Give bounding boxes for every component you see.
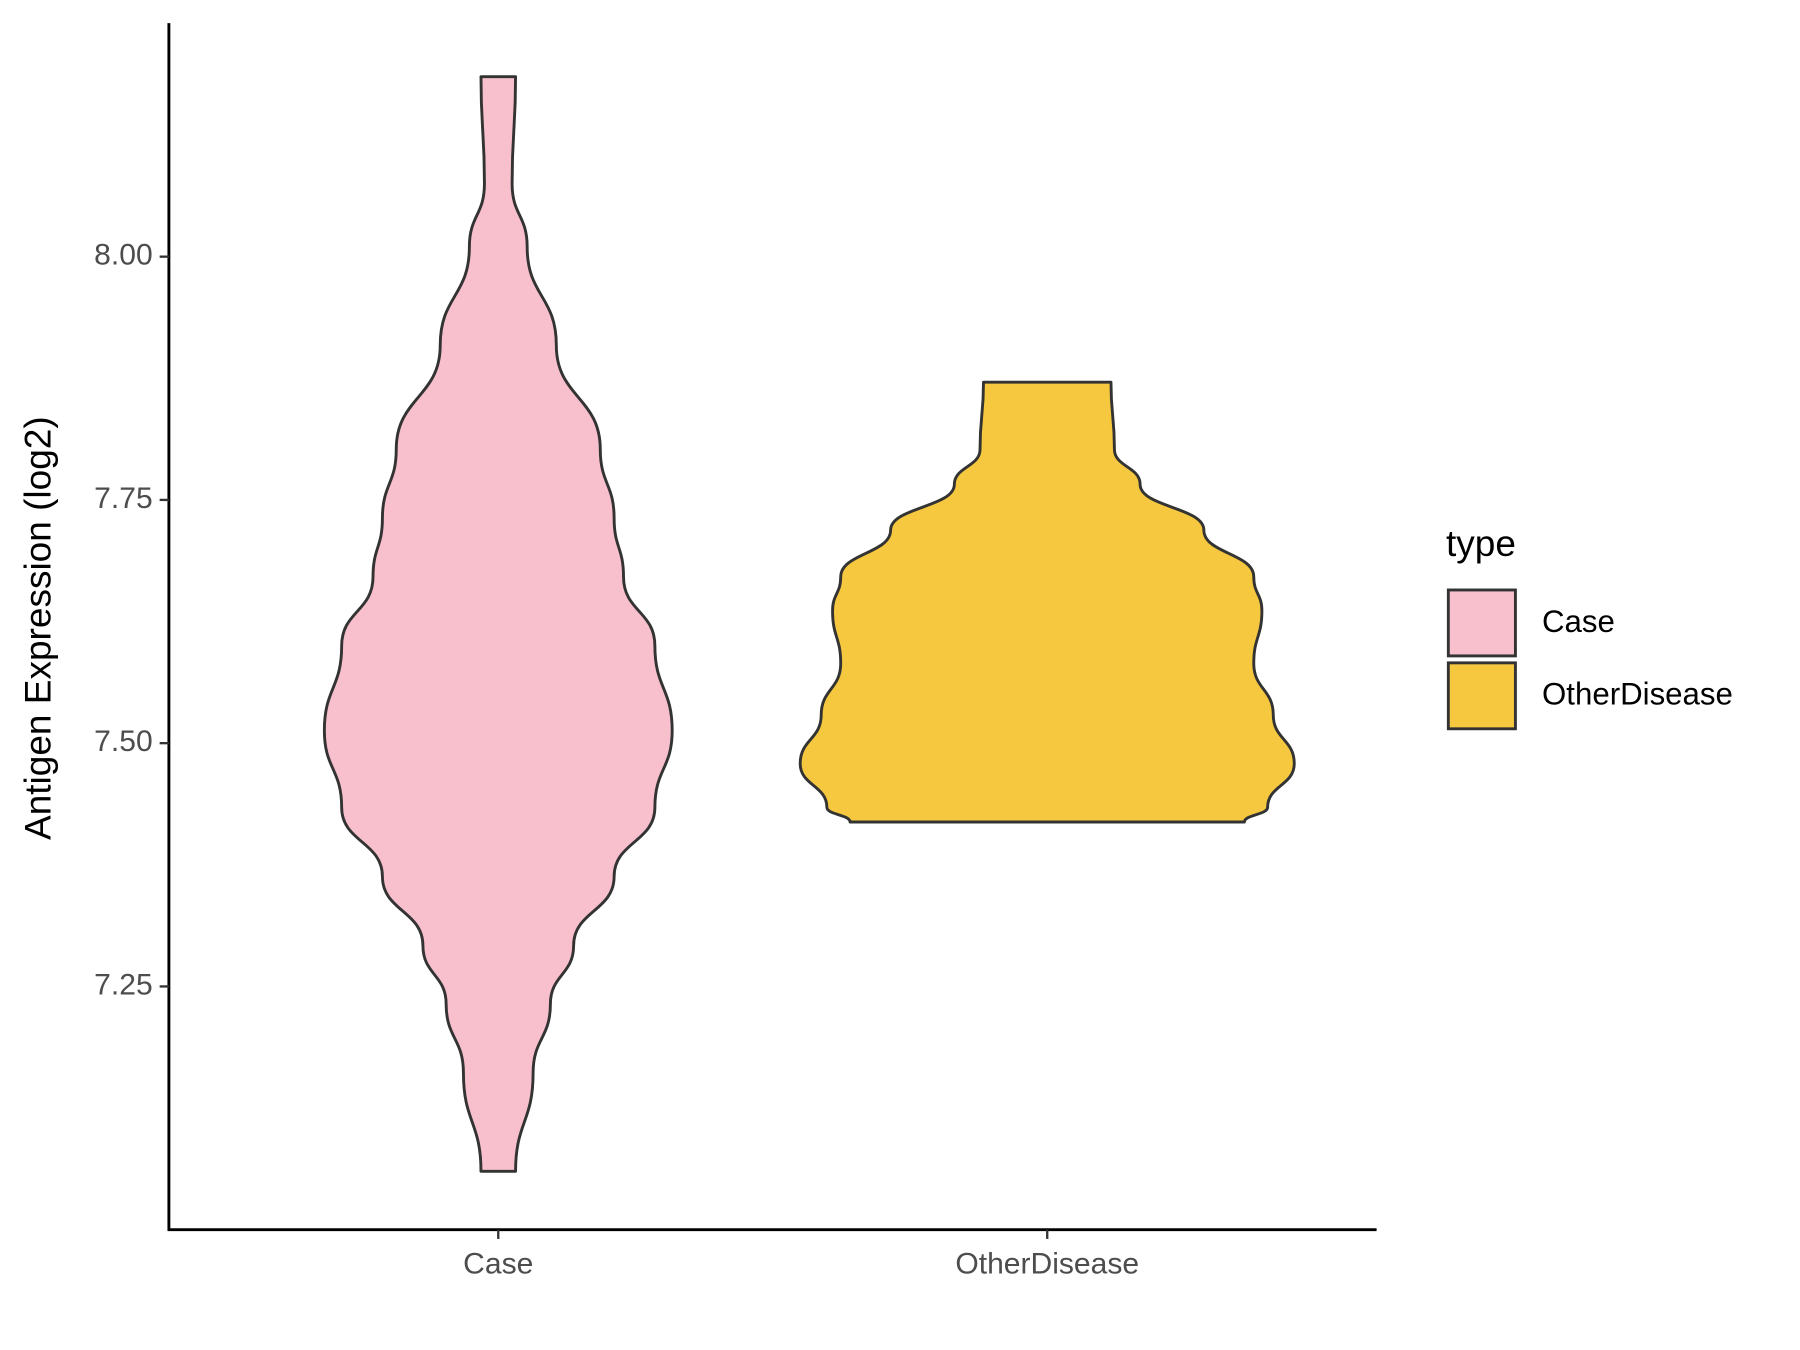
x-tick-label: Case [463, 1247, 533, 1280]
legend-label: OtherDisease [1542, 677, 1733, 712]
y-axis-title: Antigen Expression (log2) [16, 416, 58, 840]
legend-key [1446, 661, 1517, 731]
legend-key [1446, 588, 1517, 658]
x-tick-label: OtherDisease [955, 1247, 1139, 1280]
y-tick-label: 7.75 [94, 482, 153, 515]
y-tick-label: 8.00 [94, 239, 153, 272]
violin [322, 75, 674, 1173]
violin [798, 380, 1296, 824]
legend-label: Case [1542, 604, 1615, 639]
legend-title: type [1446, 522, 1516, 564]
y-tick-label: 7.25 [94, 968, 153, 1001]
y-tick-label: 7.50 [94, 725, 153, 758]
